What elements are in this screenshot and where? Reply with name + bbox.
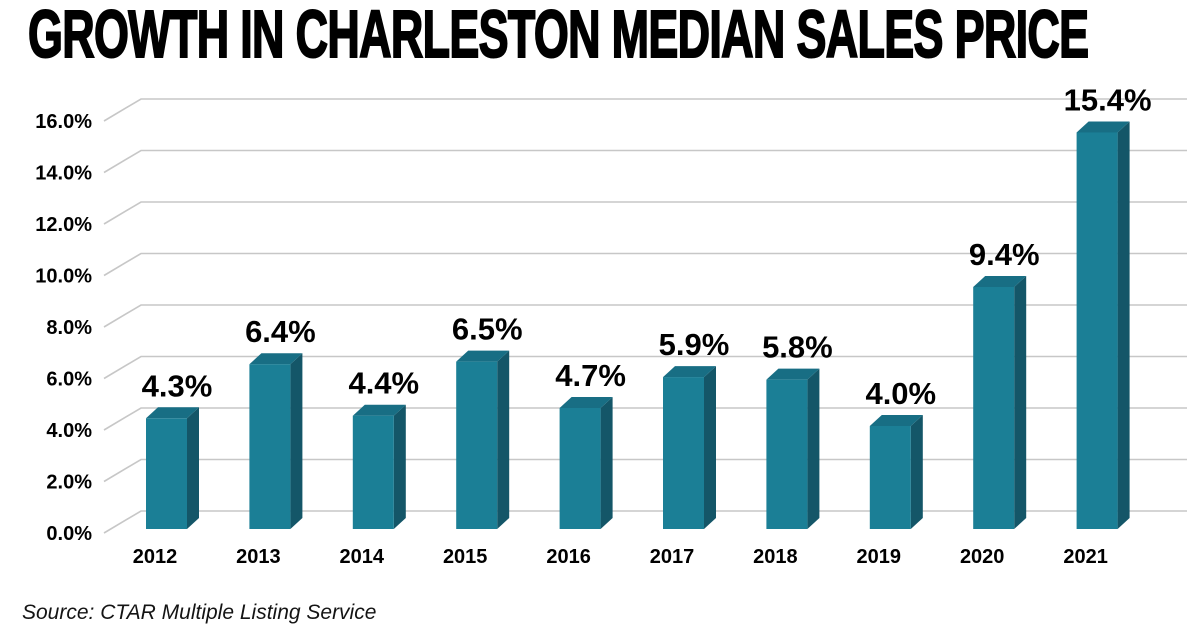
bar-side-face (393, 404, 406, 529)
bar-top-face (766, 368, 820, 380)
gridline-2 (103, 458, 1187, 483)
x-tick-label-2017: 2017 (650, 546, 695, 568)
gridline-16 (103, 98, 1187, 122)
bar-top-face (146, 407, 199, 419)
bar-front-face (973, 286, 1015, 529)
bar-side-face (807, 368, 820, 529)
bar-top-face (663, 366, 716, 378)
bar-2020: 9.4% 2020 (960, 237, 1040, 568)
y-tick-label-2: 2.0% (46, 472, 92, 494)
y-tick-label-10: 10.0% (35, 266, 92, 288)
gridline-4 (103, 407, 1187, 431)
bar-front-face (869, 426, 911, 529)
bar-side-face (187, 407, 199, 529)
x-tick-label-2014: 2014 (340, 546, 385, 568)
value-label-2020: 9.4% (969, 237, 1040, 272)
bar-top-face (249, 353, 303, 365)
y-tick-label-8: 8.0% (46, 317, 92, 339)
bar-top-face (869, 415, 923, 426)
value-label-2019: 4.0% (865, 376, 936, 411)
y-tick-label-12: 12.0% (35, 214, 92, 236)
y-tick-label-14: 14.0% (35, 163, 92, 185)
value-label-2018: 5.8% (762, 330, 833, 365)
bar-top-face (559, 396, 613, 408)
bar-2016: 4.7% 2016 (546, 358, 626, 568)
bar-side-face (497, 350, 510, 529)
bar-side-face (600, 396, 613, 529)
bar-top-face (973, 275, 1027, 287)
x-tick-label-2012: 2012 (133, 546, 178, 568)
gridline-6 (103, 355, 1187, 380)
x-tick-label-2013: 2013 (236, 546, 281, 568)
bar-side-face (1117, 121, 1130, 529)
bar-2014: 4.4% 2014 (340, 366, 420, 568)
gridline-10 (103, 252, 1187, 277)
bar-front-face (559, 407, 601, 529)
value-label-2013: 6.4% (245, 314, 316, 349)
value-label-2016: 4.7% (555, 358, 626, 393)
x-tick-label-2020: 2020 (960, 546, 1005, 568)
y-tick-label-4: 4.0% (46, 420, 92, 442)
x-tick-label-2021: 2021 (1063, 546, 1108, 568)
x-tick-label-2019: 2019 (857, 546, 902, 568)
bar-side-face (1014, 275, 1027, 529)
value-label-2017: 5.9% (659, 327, 730, 362)
y-tick-label-6: 6.0% (46, 369, 92, 391)
gridline-8 (103, 304, 1187, 328)
y-tick-label-16: 16.0% (35, 111, 92, 133)
bar-2021: 15.4% 2021 (1063, 82, 1151, 568)
value-label-2021: 15.4% (1064, 82, 1152, 117)
bar-front-face (249, 364, 291, 529)
bar-2012: 4.3% 2012 (133, 368, 213, 568)
bar-top-face (352, 404, 406, 416)
value-label-2014: 4.4% (348, 366, 419, 401)
source-note: Source: CTAR Multiple Listing Service (22, 601, 377, 624)
grid: 0.0% 2.0% 4.0% 6.0% 8.0% 10.0% 12.0% 14.0% 16.0% (35, 98, 1187, 545)
value-label-2015: 6.5% (452, 312, 523, 347)
bar-front-face (456, 361, 498, 529)
bar-front-face (663, 377, 704, 529)
bar-front-face (352, 415, 394, 529)
chart-title: GROWTH IN CHARLESTON MEDIAN SALES PRICE (27, 0, 1089, 72)
bar-2018: 5.8% 2018 (753, 330, 833, 568)
x-tick-label-2016: 2016 (546, 546, 591, 568)
bar-2013: 6.4% 2013 (236, 314, 316, 568)
bar-front-face (146, 418, 187, 529)
y-tick-label-0: 0.0% (46, 523, 92, 545)
bar-front-face (766, 379, 808, 529)
bar-side-face (290, 353, 303, 529)
bar-side-face (704, 366, 716, 529)
value-label-2012: 4.3% (142, 368, 213, 403)
x-tick-label-2015: 2015 (443, 546, 488, 568)
bar-top-face (1076, 121, 1130, 133)
bar-front-face (1076, 132, 1118, 529)
gridline-12 (103, 201, 1187, 225)
x-tick-label-2018: 2018 (753, 546, 798, 568)
bar-side-face (910, 415, 923, 529)
bar-2015: 6.5% 2015 (443, 312, 523, 568)
gridline-0 (103, 510, 1187, 534)
bar-top-face (456, 350, 510, 362)
gridline-14 (103, 149, 1187, 174)
bar-2017: 5.9% 2017 (650, 327, 730, 568)
bar-2019: 4.0% 2019 (857, 376, 937, 568)
